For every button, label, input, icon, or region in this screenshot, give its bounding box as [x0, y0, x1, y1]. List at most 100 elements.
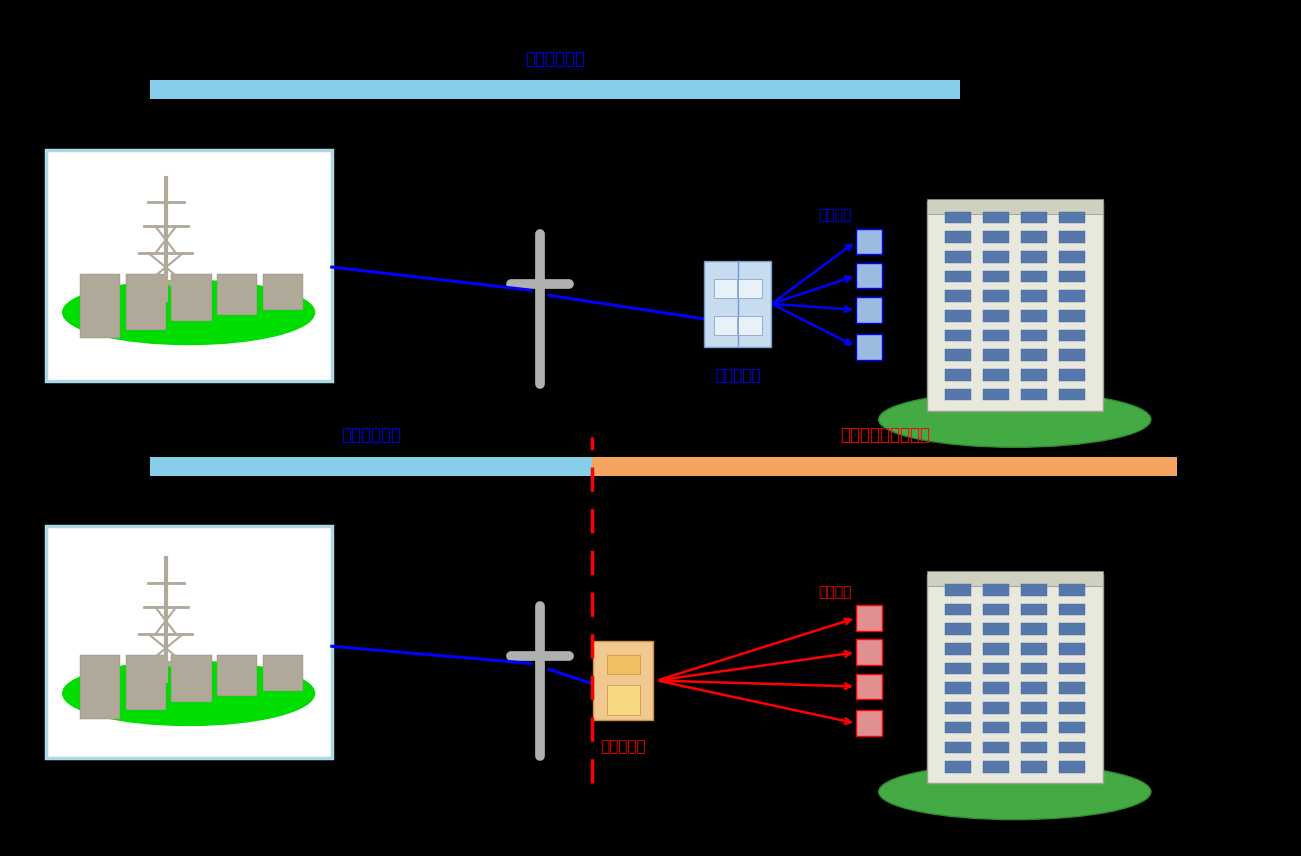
FancyBboxPatch shape: [982, 702, 1010, 714]
FancyBboxPatch shape: [263, 655, 303, 691]
FancyBboxPatch shape: [945, 330, 971, 342]
FancyBboxPatch shape: [1020, 623, 1047, 635]
FancyBboxPatch shape: [738, 316, 761, 335]
FancyBboxPatch shape: [1059, 290, 1085, 302]
FancyBboxPatch shape: [945, 389, 971, 401]
FancyBboxPatch shape: [1059, 389, 1085, 401]
FancyBboxPatch shape: [982, 270, 1010, 282]
FancyBboxPatch shape: [982, 231, 1010, 243]
FancyBboxPatch shape: [1020, 290, 1047, 302]
FancyBboxPatch shape: [172, 274, 212, 321]
FancyBboxPatch shape: [1020, 682, 1047, 694]
FancyBboxPatch shape: [945, 310, 971, 322]
FancyBboxPatch shape: [982, 251, 1010, 263]
FancyBboxPatch shape: [1020, 741, 1047, 753]
Ellipse shape: [878, 392, 1151, 447]
FancyBboxPatch shape: [1020, 722, 1047, 734]
FancyBboxPatch shape: [1059, 722, 1085, 734]
FancyBboxPatch shape: [856, 263, 882, 288]
FancyBboxPatch shape: [1059, 231, 1085, 243]
FancyBboxPatch shape: [982, 603, 1010, 615]
FancyBboxPatch shape: [79, 274, 120, 338]
FancyBboxPatch shape: [1059, 603, 1085, 615]
FancyBboxPatch shape: [1020, 330, 1047, 342]
FancyBboxPatch shape: [945, 761, 971, 773]
FancyBboxPatch shape: [982, 682, 1010, 694]
FancyBboxPatch shape: [982, 761, 1010, 773]
FancyBboxPatch shape: [945, 369, 971, 381]
FancyBboxPatch shape: [982, 349, 1010, 361]
FancyBboxPatch shape: [150, 457, 592, 476]
Ellipse shape: [878, 764, 1151, 820]
FancyBboxPatch shape: [1059, 310, 1085, 322]
FancyBboxPatch shape: [1059, 349, 1085, 361]
FancyBboxPatch shape: [1020, 702, 1047, 714]
FancyBboxPatch shape: [982, 330, 1010, 342]
Ellipse shape: [62, 281, 315, 345]
Text: 受変電設備: 受変電設備: [600, 739, 647, 754]
Text: 四国電力設備: 四国電力設備: [524, 50, 585, 68]
FancyBboxPatch shape: [46, 150, 332, 381]
FancyBboxPatch shape: [945, 722, 971, 734]
FancyBboxPatch shape: [592, 457, 1177, 476]
FancyBboxPatch shape: [1020, 310, 1047, 322]
FancyBboxPatch shape: [1020, 349, 1047, 361]
FancyBboxPatch shape: [606, 686, 640, 715]
FancyBboxPatch shape: [926, 199, 1103, 214]
FancyBboxPatch shape: [1059, 623, 1085, 635]
FancyBboxPatch shape: [1020, 211, 1047, 223]
FancyBboxPatch shape: [856, 674, 882, 699]
FancyBboxPatch shape: [217, 274, 258, 315]
FancyBboxPatch shape: [945, 231, 971, 243]
FancyBboxPatch shape: [982, 722, 1010, 734]
FancyBboxPatch shape: [856, 605, 882, 631]
Text: 受変電設備: 受変電設備: [714, 368, 761, 383]
FancyBboxPatch shape: [982, 741, 1010, 753]
FancyBboxPatch shape: [126, 274, 165, 330]
FancyBboxPatch shape: [46, 526, 332, 758]
FancyBboxPatch shape: [1020, 389, 1047, 401]
FancyBboxPatch shape: [945, 211, 971, 223]
FancyBboxPatch shape: [945, 290, 971, 302]
FancyBboxPatch shape: [79, 655, 120, 719]
FancyBboxPatch shape: [1020, 270, 1047, 282]
FancyBboxPatch shape: [1059, 682, 1085, 694]
FancyBboxPatch shape: [945, 682, 971, 694]
FancyBboxPatch shape: [1059, 584, 1085, 596]
FancyBboxPatch shape: [1020, 231, 1047, 243]
FancyBboxPatch shape: [1059, 643, 1085, 655]
FancyBboxPatch shape: [1059, 251, 1085, 263]
FancyBboxPatch shape: [126, 655, 165, 710]
FancyBboxPatch shape: [1059, 369, 1085, 381]
FancyBboxPatch shape: [217, 655, 258, 696]
FancyBboxPatch shape: [738, 279, 761, 298]
FancyBboxPatch shape: [1059, 741, 1085, 753]
FancyBboxPatch shape: [1059, 663, 1085, 675]
Text: 一括受電事業者設備: 一括受電事業者設備: [839, 426, 930, 444]
FancyBboxPatch shape: [1020, 663, 1047, 675]
FancyBboxPatch shape: [714, 316, 738, 335]
FancyBboxPatch shape: [856, 334, 882, 360]
FancyBboxPatch shape: [926, 571, 1103, 586]
FancyBboxPatch shape: [982, 389, 1010, 401]
FancyBboxPatch shape: [704, 261, 771, 347]
FancyBboxPatch shape: [1059, 702, 1085, 714]
FancyBboxPatch shape: [945, 584, 971, 596]
FancyBboxPatch shape: [856, 710, 882, 736]
FancyBboxPatch shape: [982, 584, 1010, 596]
FancyBboxPatch shape: [593, 641, 653, 720]
FancyBboxPatch shape: [1059, 330, 1085, 342]
FancyBboxPatch shape: [606, 655, 640, 675]
FancyBboxPatch shape: [1020, 584, 1047, 596]
FancyBboxPatch shape: [945, 643, 971, 655]
FancyBboxPatch shape: [945, 251, 971, 263]
FancyBboxPatch shape: [1020, 369, 1047, 381]
Text: 電力量計: 電力量計: [818, 586, 852, 599]
FancyBboxPatch shape: [945, 663, 971, 675]
Ellipse shape: [62, 661, 315, 725]
FancyBboxPatch shape: [982, 663, 1010, 675]
FancyBboxPatch shape: [982, 290, 1010, 302]
FancyBboxPatch shape: [856, 229, 882, 254]
FancyBboxPatch shape: [1020, 251, 1047, 263]
Text: 電力量計: 電力量計: [818, 209, 852, 223]
